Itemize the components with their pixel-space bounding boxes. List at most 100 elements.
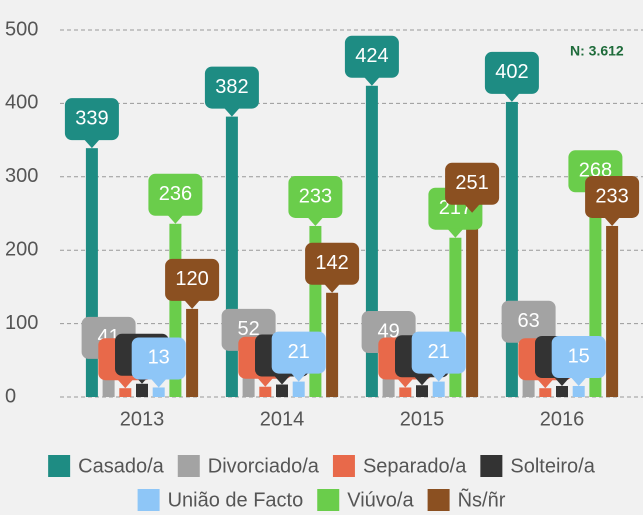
value-label: 49 (377, 320, 399, 342)
bar (136, 383, 148, 397)
value-label: 424 (355, 45, 388, 67)
callout-pointer (117, 379, 134, 389)
callout-box (64, 98, 119, 141)
callout-pointer (324, 283, 341, 293)
callout-pointer (604, 216, 621, 226)
value-label: 21 (428, 341, 450, 363)
legend-item: Solteiro/a (480, 455, 596, 477)
callout-box (131, 337, 186, 380)
callout-pointer (430, 372, 447, 382)
bar (186, 308, 199, 397)
value-label: 233 (595, 185, 628, 207)
value-label: 142 (315, 252, 348, 274)
callout-pointer (363, 76, 380, 86)
y-tick-label: 200 (5, 238, 38, 260)
bar (399, 387, 412, 397)
value-label: 13 (148, 347, 170, 369)
callout-box (411, 331, 466, 374)
legend-swatch (48, 455, 71, 477)
callout-pointer (537, 379, 554, 389)
legend-swatch (480, 455, 503, 477)
bar (326, 292, 339, 397)
callout-pointer (290, 372, 307, 382)
legend-item: Ñs/ñr (427, 487, 506, 511)
callout-pointer (257, 377, 274, 387)
legend-label: Ñs/ñr (458, 487, 506, 511)
callout-pointer (414, 376, 430, 386)
legend-item: Viúvo/a (317, 489, 414, 511)
bar (119, 388, 132, 397)
value-label: 236 (159, 183, 192, 205)
bar (292, 381, 305, 397)
value-callout: 142 (305, 242, 360, 293)
legend-swatch (317, 489, 340, 511)
bar (416, 385, 428, 397)
value-callout: 424 (344, 35, 399, 86)
value-label: 120 (175, 268, 208, 290)
legend-item: União de Facto (137, 489, 303, 511)
callout-box (288, 175, 343, 218)
value-callout: 402 (484, 51, 539, 102)
bar (276, 384, 288, 397)
y-tick-label: 300 (5, 165, 38, 187)
callout-box (501, 300, 556, 343)
callout-pointer (167, 214, 184, 224)
labels: 3393824244024152496312141312181716151321… (64, 35, 640, 389)
callout-pointer (570, 376, 587, 386)
legend-item: Divorciado/a (177, 455, 320, 477)
y-tick-label: 500 (5, 18, 38, 40)
callout-pointer (554, 376, 570, 386)
legend-item: Separado/a (332, 455, 467, 477)
value-callout: 21 (411, 331, 466, 382)
legend-swatch (332, 455, 355, 477)
callout-pointer (397, 378, 414, 388)
legend-label: Divorciado/a (208, 455, 320, 477)
callout-pointer (307, 216, 324, 226)
bar (259, 386, 272, 397)
value-callout: 21 (271, 331, 326, 382)
callout-pointer (503, 92, 520, 102)
callout-pointer (150, 378, 167, 388)
bar (152, 387, 165, 397)
y-tick-label: 100 (5, 312, 38, 334)
legend-swatch (427, 489, 450, 511)
value-callout: 236 (148, 173, 203, 224)
callout-box (148, 173, 203, 216)
value-label: 15 (568, 345, 590, 367)
value-label: 251 (455, 172, 488, 194)
value-label: 21 (288, 341, 310, 363)
callout-box (305, 242, 360, 285)
x-tick-label: 2015 (400, 408, 445, 430)
bar (539, 388, 552, 397)
value-callout: 120 (165, 258, 220, 309)
value-callout: 251 (445, 162, 500, 213)
bar (505, 101, 518, 397)
value-label: 339 (75, 107, 108, 129)
y-tick-label: 400 (5, 92, 38, 114)
legend-label: Separado/a (363, 455, 467, 477)
value-label: 402 (495, 61, 528, 83)
value-callout: 382 (204, 66, 259, 117)
value-callout: 233 (585, 175, 640, 226)
bar (225, 116, 238, 397)
legend-item: Casado/a (48, 455, 165, 477)
x-tick-label: 2014 (260, 408, 305, 430)
legend-swatch (177, 455, 200, 477)
callout-box (585, 175, 640, 218)
callout-box (204, 66, 259, 109)
value-label: 52 (237, 318, 259, 340)
legend-swatch (137, 489, 160, 511)
callout-pointer (274, 375, 290, 385)
x-tick-label: 2013 (120, 408, 165, 430)
callout-box (344, 35, 399, 78)
legend-label: Solteiro/a (510, 455, 595, 477)
legend-label: Viúvo/a (347, 489, 414, 511)
value-callout: 15 (551, 335, 606, 386)
value-callout: 233 (288, 175, 343, 226)
callout-box (165, 258, 220, 301)
bar (606, 225, 619, 397)
callout-box (271, 331, 326, 374)
callout-pointer (447, 228, 464, 238)
value-callout: 339 (64, 98, 119, 149)
